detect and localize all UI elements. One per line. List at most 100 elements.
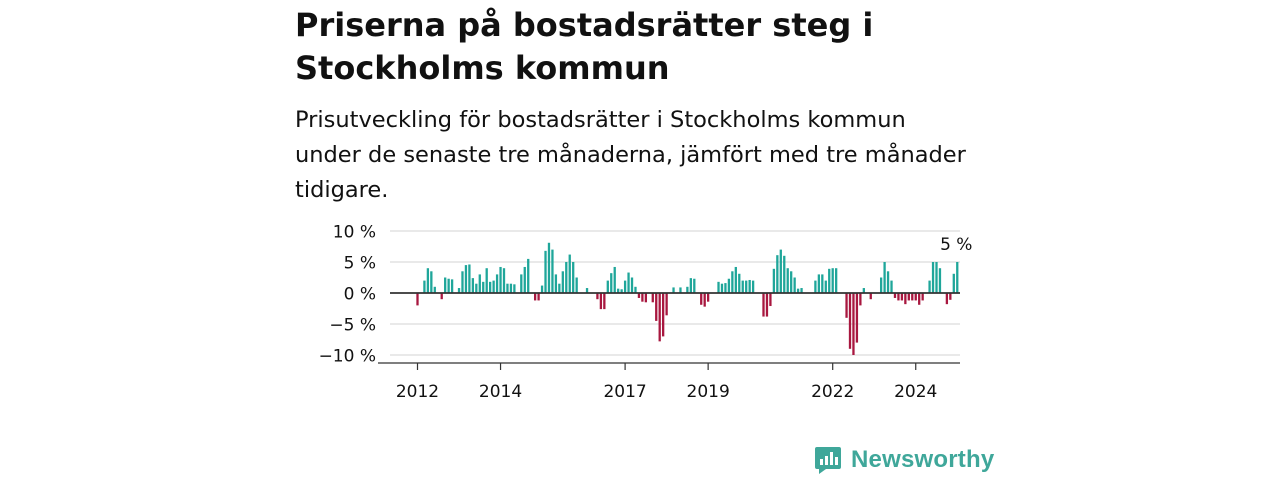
- bar: [828, 268, 831, 293]
- x-tick-label: 2024: [894, 382, 937, 402]
- bar: [554, 274, 558, 293]
- bar: [537, 293, 540, 301]
- bar: [796, 288, 800, 293]
- bar: [558, 283, 561, 293]
- bar: [900, 293, 904, 301]
- bar: [603, 293, 606, 310]
- bar: [658, 293, 661, 342]
- y-axis-labels: 10 % 5 % 0 % −5 % −10 %: [319, 223, 376, 367]
- bar: [956, 262, 959, 293]
- bar: [613, 266, 616, 293]
- newsworthy-logo-icon: [815, 447, 841, 474]
- bar: [475, 283, 478, 293]
- bar: [561, 271, 564, 293]
- bar: [720, 283, 724, 293]
- bar: [949, 293, 952, 300]
- bar: [855, 293, 859, 343]
- bar: [793, 277, 796, 293]
- bar: [893, 293, 897, 298]
- bar: [689, 278, 692, 293]
- bar: [904, 293, 907, 305]
- bar: [540, 285, 544, 293]
- bar: [547, 242, 551, 293]
- bar: [952, 273, 955, 293]
- x-tick-label: 2014: [479, 382, 522, 402]
- bar: [596, 293, 599, 300]
- bar: [935, 262, 938, 293]
- bar: [700, 293, 703, 305]
- y-tick-label: 10 %: [333, 223, 376, 243]
- bar: [724, 283, 727, 293]
- bar: [717, 281, 720, 293]
- bar: [599, 293, 603, 310]
- bar: [416, 293, 419, 306]
- bar: [485, 268, 488, 293]
- bar: [447, 278, 450, 293]
- bar: [679, 287, 682, 293]
- bar: [776, 255, 779, 293]
- bar: [575, 277, 578, 293]
- bar: [627, 272, 630, 293]
- bar: [869, 293, 872, 300]
- bar: [551, 249, 554, 293]
- bar: [886, 271, 890, 293]
- bar: [734, 266, 737, 293]
- bar: [495, 274, 499, 293]
- bar: [731, 271, 734, 293]
- bar-chart: 10 % 5 % 0 % −5 % −10 % 2012 2014 2017 2019 2022…: [319, 223, 973, 403]
- bar: [623, 280, 627, 293]
- bar: [800, 288, 803, 293]
- bar: [772, 268, 776, 293]
- bar: [779, 249, 782, 293]
- bar: [783, 255, 786, 293]
- bar: [672, 287, 675, 293]
- bar: [921, 293, 924, 301]
- bar: [651, 293, 654, 303]
- brand-name: Newsworthy: [851, 446, 995, 473]
- bar: [883, 262, 886, 293]
- bar: [634, 286, 637, 293]
- bar: [693, 278, 696, 293]
- bar: [440, 293, 443, 300]
- bar: [610, 273, 613, 293]
- bar: [741, 280, 744, 293]
- bar: [748, 279, 751, 293]
- bar: [769, 293, 772, 307]
- bar: [489, 281, 492, 293]
- bar: [478, 274, 481, 293]
- bar: [433, 286, 436, 293]
- bar: [765, 293, 769, 317]
- y-tick-label: −5 %: [329, 316, 376, 336]
- bar: [499, 266, 502, 293]
- bar: [738, 273, 741, 293]
- bar: [814, 280, 817, 293]
- bar: [786, 268, 789, 293]
- y-tick-label: −10 %: [319, 347, 376, 367]
- bar: [831, 268, 834, 293]
- bar: [461, 271, 464, 293]
- bar: [817, 274, 821, 293]
- bar: [464, 265, 468, 293]
- bar: [565, 262, 568, 293]
- bars: [416, 242, 959, 355]
- bar: [630, 277, 634, 293]
- bar: [845, 293, 848, 318]
- bar: [790, 271, 793, 293]
- y-tick-label: 0 %: [344, 285, 376, 305]
- bar: [751, 280, 755, 293]
- x-tick-label: 2022: [811, 382, 854, 402]
- chart-title: Priserna på bostadsrätter steg i Stockho…: [295, 6, 874, 87]
- bar: [821, 274, 824, 293]
- bar: [606, 280, 609, 293]
- bar: [430, 271, 433, 293]
- bar: [703, 293, 706, 307]
- bar: [423, 280, 426, 293]
- x-axis-ticks: 2012 2014 2017 2019 2022 2024: [396, 363, 937, 402]
- last-value-annotation: 5 %: [940, 235, 972, 255]
- bar: [468, 264, 471, 293]
- bar: [918, 293, 921, 305]
- bar: [544, 250, 547, 293]
- bar: [706, 293, 710, 302]
- bar: [911, 293, 914, 301]
- bar: [662, 293, 665, 337]
